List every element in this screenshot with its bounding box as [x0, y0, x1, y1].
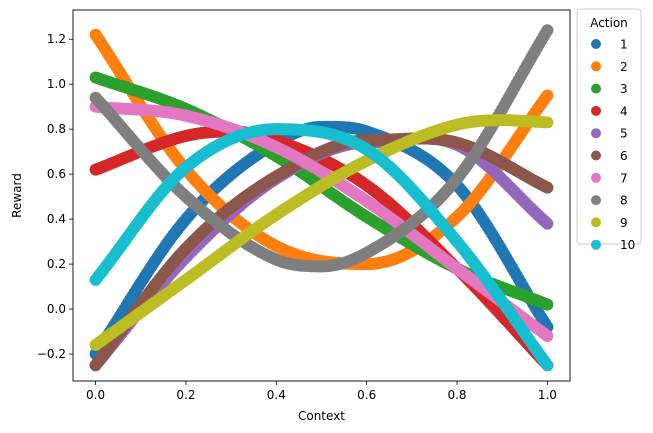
plot-area: [73, 10, 570, 381]
series-layer: [89, 24, 554, 372]
x-axis-label: Context: [298, 409, 345, 423]
scatter-point: [541, 89, 554, 102]
legend-item: 4: [591, 104, 628, 118]
legend-label: 4: [620, 104, 628, 118]
legend-marker: [591, 172, 601, 183]
legend-marker: [591, 83, 601, 94]
legend-marker: [591, 128, 601, 139]
series-action-10: [89, 123, 554, 372]
y-axis: −0.2 0.0 0.2 0.4 0.6 0.8 1.0 1.2: [37, 32, 73, 361]
legend-label: 3: [620, 82, 628, 96]
x-tick-label: 0.6: [357, 388, 376, 402]
legend-marker: [591, 105, 601, 116]
legend-title: Action: [590, 16, 628, 30]
scatter-point: [541, 330, 554, 343]
legend-label: 1: [620, 38, 628, 52]
y-tick-label: 0.0: [47, 302, 66, 316]
legend-marker: [591, 39, 601, 49]
legend-label: 8: [620, 194, 628, 208]
y-tick-label: 0.8: [47, 122, 66, 136]
legend-label: 2: [620, 60, 628, 74]
x-tick-label: 0.8: [447, 388, 466, 402]
legend-item: 7: [591, 171, 628, 185]
scatter-point: [541, 359, 554, 372]
scatter-point: [541, 217, 554, 230]
legend-item: 2: [591, 60, 628, 74]
x-tick-label: 1.0: [538, 388, 557, 402]
y-tick-label: 0.4: [47, 212, 66, 226]
x-tick-label: 0.2: [176, 388, 195, 402]
legend-label: 9: [620, 216, 628, 230]
y-tick-label: 0.2: [47, 257, 66, 271]
series-action-8: [89, 24, 554, 273]
legend-label: 6: [620, 149, 628, 163]
legend-label: 10: [620, 238, 635, 252]
scatter-point: [541, 181, 554, 194]
legend-marker: [591, 150, 601, 161]
y-tick-label: −0.2: [37, 347, 66, 361]
legend-item: 8: [591, 194, 628, 208]
y-tick-label: 1.2: [47, 32, 66, 46]
x-tick-label: 0.0: [86, 388, 105, 402]
scatter-point: [541, 24, 554, 37]
legend-marker: [591, 217, 601, 228]
x-axis: 0.0 0.2 0.4 0.6 0.8 1.0: [86, 381, 557, 402]
legend-items: 1 2 3 4 5 6 7 8 9 10: [591, 38, 635, 252]
legend: Action 1 2 3 4 5 6 7 8 9 10: [576, 8, 642, 252]
legend-marker: [591, 195, 601, 206]
legend-label: 7: [620, 171, 628, 185]
y-tick-label: 0.6: [47, 167, 66, 181]
legend-marker: [591, 239, 601, 250]
legend-item: 5: [591, 127, 628, 141]
legend-frame: [576, 8, 642, 245]
legend-item: 3: [591, 82, 628, 96]
legend-marker: [591, 61, 601, 72]
plot-frame: [72, 9, 571, 382]
y-tick-label: 1.0: [47, 77, 66, 91]
scatter-point: [541, 298, 554, 311]
x-tick-label: 0.4: [267, 388, 286, 402]
legend-item: 6: [591, 149, 628, 163]
legend-item: 10: [591, 238, 635, 252]
legend-item: 9: [591, 216, 628, 230]
legend-label: 5: [620, 127, 628, 141]
series-action-9: [89, 114, 554, 352]
scatter-point: [541, 116, 554, 129]
legend-item: 1: [591, 38, 628, 52]
y-axis-label: Reward: [10, 173, 24, 218]
